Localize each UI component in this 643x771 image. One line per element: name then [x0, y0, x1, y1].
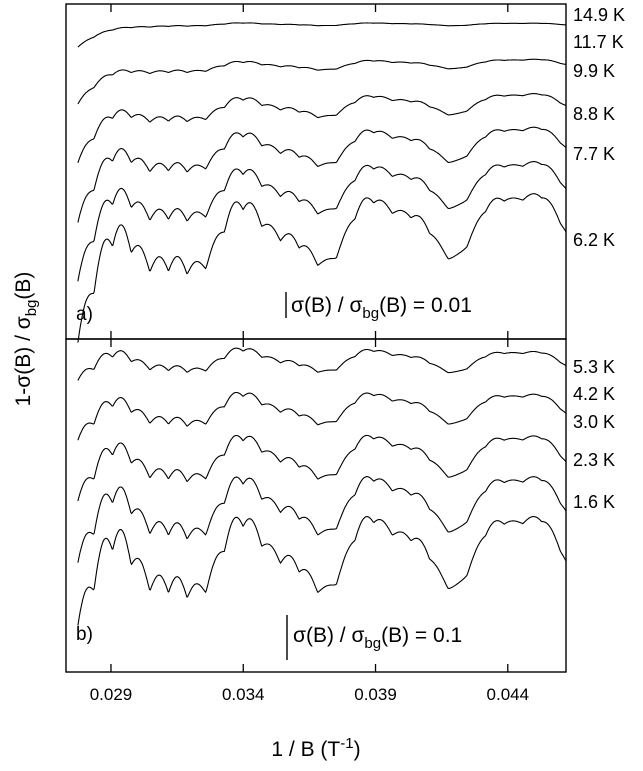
panel-a-scale-sub: bg — [362, 305, 379, 322]
x-tick-label: 0.034 — [222, 685, 265, 704]
series-label: 3.0 K — [573, 412, 615, 432]
series-label: 1.6 K — [573, 492, 615, 512]
x-axis-label-close: ) — [354, 738, 361, 761]
panel-a-scale-text: σ(B) / σbg(B) = 0.01 — [291, 294, 472, 322]
x-axis-tick-labels: 0.029 0.034 0.039 0.044 — [90, 685, 529, 704]
x-axis-label-sup: -1 — [340, 735, 353, 752]
series-trace — [77, 347, 567, 381]
panel-b-scale-text: σ(B) / σbg(B) = 0.1 — [293, 624, 462, 652]
series-label: 7.7 K — [573, 144, 615, 164]
series-trace — [77, 161, 567, 282]
series-label: 6.2 K — [573, 230, 615, 250]
series-trace — [77, 193, 567, 343]
x-tick-label: 0.044 — [487, 685, 530, 704]
panel-a-frame — [65, 3, 567, 340]
panel-a-traces — [77, 22, 567, 343]
y-axis-label-main: 1-σ(B) / σ — [12, 316, 35, 406]
panel-b-scale-sub: bg — [364, 635, 381, 652]
x-tick-label: 0.029 — [90, 685, 133, 704]
panel-b-frame — [65, 338, 567, 673]
panel-a-label: a) — [76, 304, 93, 325]
series-label: 5.3 K — [573, 357, 615, 377]
series-trace — [77, 126, 567, 223]
series-label: 8.8 K — [573, 104, 615, 124]
series-labels: 14.9 K 11.7 K 9.9 K 8.8 K 7.7 K 6.2 K 5.3 K 4.2… — [573, 5, 625, 512]
panel-b-scale-prefix: σ(B) / σ — [293, 624, 364, 647]
series-label: 2.3 K — [573, 450, 615, 470]
y-axis-label: 1-σ(B) / σbg(B) — [12, 272, 40, 407]
series-trace — [77, 58, 567, 105]
series-trace — [77, 22, 567, 48]
series-label: 11.7 K — [573, 32, 624, 52]
panel-b-scale-suffix: (B) = 0.1 — [381, 624, 462, 647]
series-trace — [77, 516, 567, 626]
series-label: 4.2 K — [573, 384, 615, 404]
y-axis-label-sub: bg — [23, 300, 40, 317]
x-axis-label: 1 / B (T-1) — [271, 735, 360, 761]
panel-b-label: b) — [76, 624, 93, 645]
x-axis-label-main: 1 / B (T — [271, 738, 340, 761]
x-axis-ticks — [110, 4, 509, 672]
series-trace — [77, 476, 567, 563]
panel-a-scale-suffix: (B) = 0.01 — [379, 294, 472, 317]
series-trace — [77, 391, 567, 441]
panel-a-scale-prefix: σ(B) / σ — [291, 294, 362, 317]
series-trace — [77, 93, 567, 163]
series-label: 9.9 K — [573, 61, 615, 81]
x-tick-label: 0.039 — [354, 685, 397, 704]
panel-b-traces — [77, 347, 567, 626]
y-axis-label-end: (B) — [12, 272, 35, 300]
series-trace — [77, 434, 567, 502]
series-label: 14.9 K — [573, 5, 625, 25]
